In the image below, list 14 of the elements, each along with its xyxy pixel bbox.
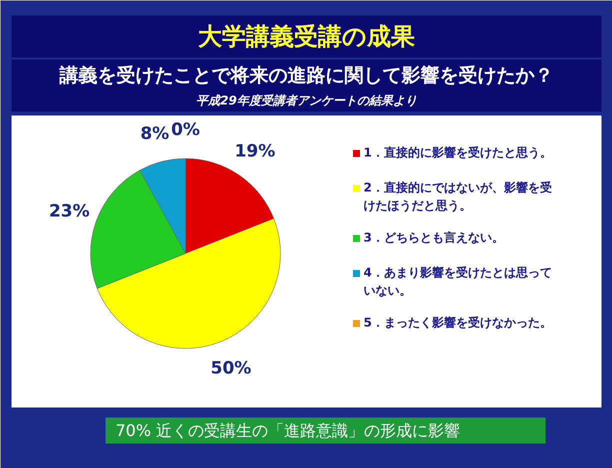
- text: 70% 近くの受講生の「進路意識」の形成に影響: [116, 421, 460, 440]
- legend-label: 5．まったく影響を受けなかった。: [364, 316, 552, 330]
- chart-subtitle: 講義を受けたことで将来の進路に関して影響を受けたか？: [58, 64, 554, 86]
- data-label: 23%: [48, 202, 90, 222]
- data-label: 8%: [140, 124, 170, 144]
- legend-label: 3．どちらとも言えない。: [364, 230, 504, 244]
- data-label: 50%: [210, 358, 252, 378]
- chart-title: 大学講義受講の成果: [198, 22, 415, 50]
- legend-label: 2．直接的にではないが、影響を受けたほうだと思う。: [364, 180, 552, 213]
- data-label: 19%: [234, 141, 276, 162]
- legend-label: 4．あまり影響を受けたとは思っていない。: [364, 266, 552, 298]
- text: 0%: [171, 120, 200, 140]
- text: 平成29年度受講者アンケートの結果より: [196, 94, 417, 108]
- legend-label: 1．直接的に影響を受けたと思う。: [364, 146, 552, 160]
